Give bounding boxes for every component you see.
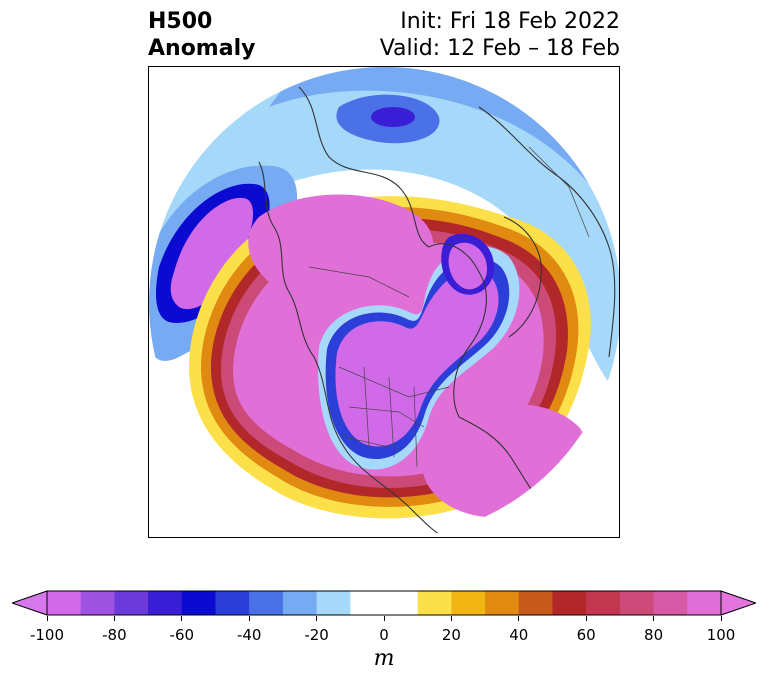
- colorbar-tick-label: -20: [304, 626, 329, 644]
- colorbar-under-triangle: [12, 590, 48, 616]
- colorbar-swatch: [316, 591, 351, 615]
- colorbar-tick-label: -100: [29, 626, 65, 644]
- negative-anomaly-trough-core: [335, 270, 499, 447]
- negative-anomaly-west-core: [170, 197, 254, 310]
- colorbar-units: m: [373, 646, 395, 671]
- positive-anomaly-nw: [248, 194, 434, 309]
- colorbar-tick-mark: [518, 616, 520, 621]
- colorbar-swatch: [451, 591, 486, 615]
- colorbar-swatch: [518, 591, 553, 615]
- chart-dates: Init: Fri 18 Feb 2022 Valid: 12 Feb – 18…: [380, 8, 620, 62]
- anomaly-field: [149, 67, 619, 537]
- colorbar-swatch: [586, 591, 621, 615]
- colorbar-swatch: [485, 591, 520, 615]
- colorbar-swatch: [417, 591, 452, 615]
- chart-title: H500 Anomaly: [148, 8, 255, 62]
- colorbar-tick-mark: [383, 616, 385, 621]
- colorbar-outline: [46, 590, 722, 616]
- colorbar-tick-label: -60: [169, 626, 195, 644]
- colorbar-swatch: [47, 591, 82, 615]
- colorbar-tick-mark: [653, 616, 655, 621]
- colorbar-swatch: [181, 591, 216, 615]
- title-line-1: H500: [148, 9, 213, 34]
- colorbar-tick-label: -80: [102, 626, 127, 644]
- map-panel: [148, 66, 620, 538]
- colorbar-tick-mark: [181, 616, 183, 621]
- colorbar-over-triangle: [720, 590, 756, 616]
- colorbar-tick-label: 0: [379, 626, 389, 644]
- colorbar-tick-mark: [316, 616, 318, 621]
- colorbar-tick-label: 20: [441, 626, 461, 644]
- colorbar-tick-mark: [113, 616, 115, 621]
- colorbar-swatch: [653, 591, 688, 615]
- colorbar-tick-mark: [450, 616, 452, 621]
- colorbar-swatch: [384, 591, 419, 615]
- colorbar-swatch: [249, 591, 284, 615]
- colorbar-swatch: [687, 591, 722, 615]
- init-label: Init: Fri 18 Feb 2022: [400, 9, 620, 34]
- colorbar-tick-mark: [585, 616, 587, 621]
- anomaly-map: [149, 67, 619, 537]
- colorbar-swatch: [215, 591, 250, 615]
- colorbar-swatch: [148, 591, 183, 615]
- colorbar-tick-label: 100: [706, 626, 736, 644]
- colorbar: [12, 590, 756, 616]
- colorbar-swatches: [47, 591, 722, 615]
- colorbar-tick-label: -40: [236, 626, 262, 644]
- colorbar-tick-mark: [248, 616, 250, 621]
- colorbar-tick-mark: [720, 616, 722, 621]
- colorbar-tick-label: 60: [576, 626, 596, 644]
- colorbar-swatch: [350, 591, 385, 615]
- valid-label: Valid: 12 Feb – 18 Feb: [379, 36, 620, 61]
- negative-anomaly-north-center: [371, 107, 415, 127]
- colorbar-swatch: [552, 591, 587, 615]
- title-line-2: Anomaly: [148, 36, 256, 61]
- negative-anomaly-north: [149, 67, 619, 397]
- coastlines: [149, 86, 616, 537]
- colorbar-swatch: [114, 591, 149, 615]
- colorbar-swatch: [619, 591, 655, 615]
- colorbar-tick-label: 40: [509, 626, 529, 644]
- colorbar-tick-mark: [46, 616, 48, 621]
- colorbar-swatch: [80, 591, 115, 615]
- borders: [308, 126, 590, 468]
- negative-anomaly-east-core: [448, 242, 487, 290]
- colorbar-swatch: [282, 591, 318, 615]
- colorbar-tick-label: 80: [644, 626, 664, 644]
